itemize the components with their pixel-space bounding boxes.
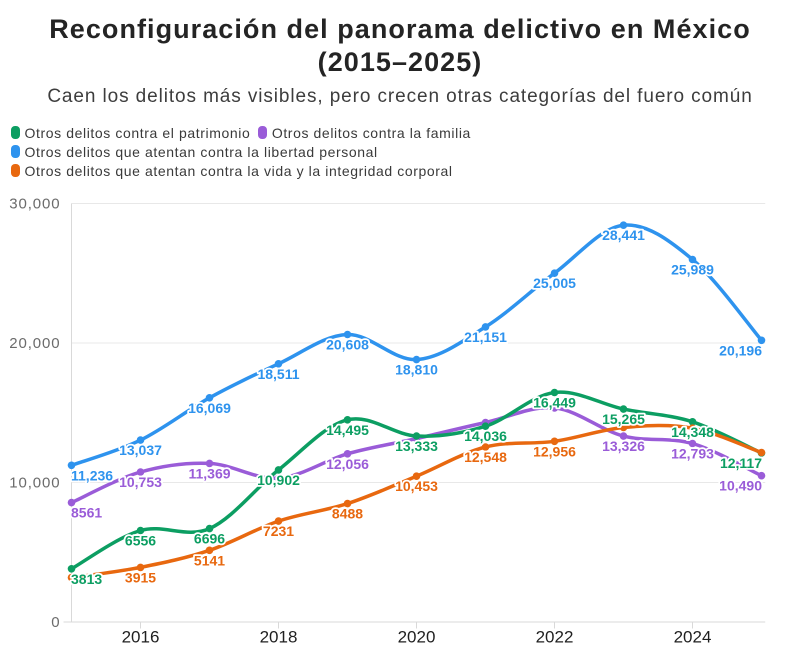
svg-text:12,956: 12,956 [533, 443, 576, 459]
svg-text:10,453: 10,453 [395, 478, 438, 494]
svg-text:28,441: 28,441 [602, 227, 645, 243]
svg-text:10,753: 10,753 [119, 474, 162, 490]
svg-text:25,005: 25,005 [533, 275, 576, 291]
svg-text:16,069: 16,069 [188, 400, 231, 416]
svg-text:3915: 3915 [125, 569, 156, 585]
svg-text:8561: 8561 [71, 505, 102, 521]
svg-text:11,369: 11,369 [188, 465, 230, 481]
svg-text:14,348: 14,348 [671, 424, 714, 440]
svg-text:8488: 8488 [332, 506, 363, 522]
svg-text:2018: 2018 [260, 628, 298, 647]
svg-text:6556: 6556 [125, 533, 156, 549]
svg-text:10,000: 10,000 [9, 475, 60, 492]
svg-text:12,117: 12,117 [720, 455, 762, 471]
svg-text:15,265: 15,265 [602, 411, 645, 427]
svg-text:18,511: 18,511 [257, 366, 299, 382]
svg-text:12,056: 12,056 [326, 456, 369, 472]
svg-text:20,608: 20,608 [326, 337, 369, 353]
svg-text:11,236: 11,236 [71, 467, 113, 483]
svg-text:13,326: 13,326 [602, 438, 645, 454]
svg-text:20,000: 20,000 [9, 335, 60, 352]
svg-text:25,989: 25,989 [671, 262, 714, 278]
svg-text:5141: 5141 [194, 552, 225, 568]
svg-text:13,333: 13,333 [395, 438, 438, 454]
svg-text:14,495: 14,495 [326, 422, 369, 438]
svg-text:2022: 2022 [536, 628, 574, 647]
svg-text:20,196: 20,196 [719, 342, 762, 358]
svg-text:14,036: 14,036 [464, 428, 507, 444]
svg-text:7231: 7231 [263, 523, 294, 539]
svg-text:16,449: 16,449 [533, 395, 576, 411]
svg-text:18,810: 18,810 [395, 362, 438, 378]
svg-text:2024: 2024 [674, 628, 712, 647]
svg-text:3813: 3813 [71, 571, 102, 587]
svg-text:10,902: 10,902 [257, 472, 300, 488]
svg-text:12,793: 12,793 [671, 446, 714, 462]
svg-text:10,490: 10,490 [719, 478, 762, 494]
svg-text:6696: 6696 [194, 531, 225, 547]
svg-text:2020: 2020 [398, 628, 436, 647]
svg-text:21,151: 21,151 [464, 329, 507, 345]
svg-text:30,000: 30,000 [9, 196, 60, 213]
svg-text:13,037: 13,037 [119, 442, 162, 458]
svg-text:0: 0 [51, 614, 60, 631]
svg-text:12,548: 12,548 [464, 449, 507, 465]
svg-text:2016: 2016 [122, 628, 160, 647]
